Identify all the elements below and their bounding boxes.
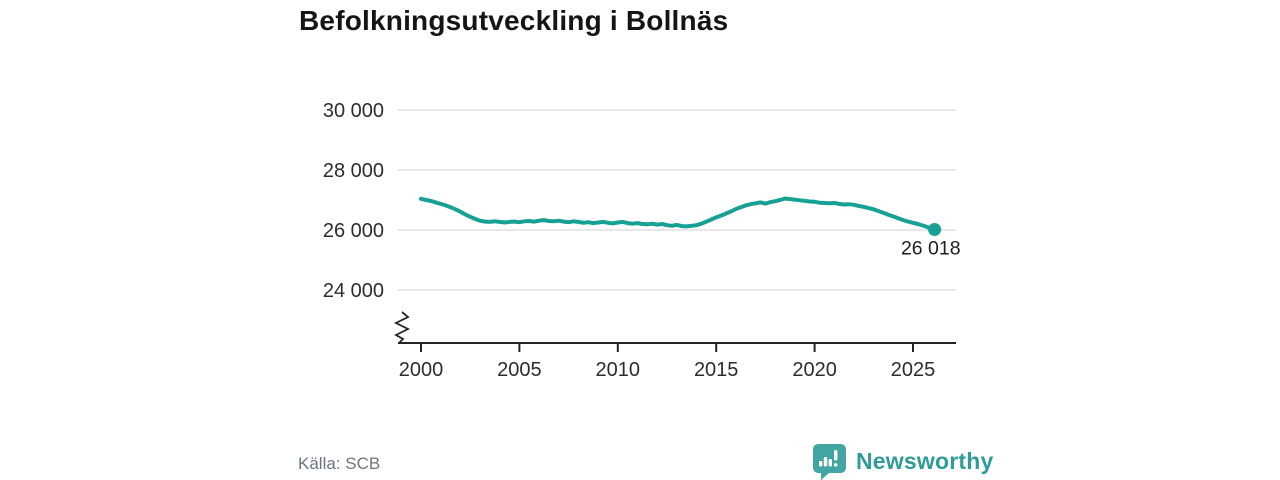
bar-icon-mid bbox=[828, 459, 832, 467]
y-tick-label: 28 000 bbox=[323, 160, 384, 182]
series-line bbox=[419, 196, 937, 232]
y-tick-label: 30 000 bbox=[323, 100, 384, 122]
x-tick-label: 2025 bbox=[891, 359, 936, 381]
x-tick-label: 2000 bbox=[399, 359, 444, 381]
newsworthy-logo: Newsworthy bbox=[812, 443, 993, 480]
source-label: Källa: SCB bbox=[298, 454, 381, 473]
newsworthy-bubble-icon bbox=[813, 444, 846, 480]
bar-icon-tall bbox=[823, 457, 828, 467]
axis-break-icon bbox=[393, 311, 411, 344]
x-tick-label: 2005 bbox=[497, 359, 542, 381]
newsworthy-wordmark: Newsworthy bbox=[856, 448, 994, 474]
exclamation-stem-icon bbox=[834, 450, 838, 461]
bar-icon-small bbox=[819, 461, 823, 467]
x-tick-label: 2020 bbox=[792, 359, 837, 381]
chart-title: Befolkningsutveckling i Bollnäs bbox=[299, 5, 729, 36]
end-point-label: 26 018 bbox=[901, 238, 961, 260]
y-tick-label: 26 000 bbox=[323, 220, 384, 242]
end-point-marker bbox=[928, 223, 942, 236]
x-tick-label: 2010 bbox=[596, 359, 641, 381]
x-tick-label: 2015 bbox=[694, 359, 739, 381]
exclamation-dot-icon bbox=[834, 463, 838, 467]
y-tick-label: 24 000 bbox=[323, 280, 384, 302]
